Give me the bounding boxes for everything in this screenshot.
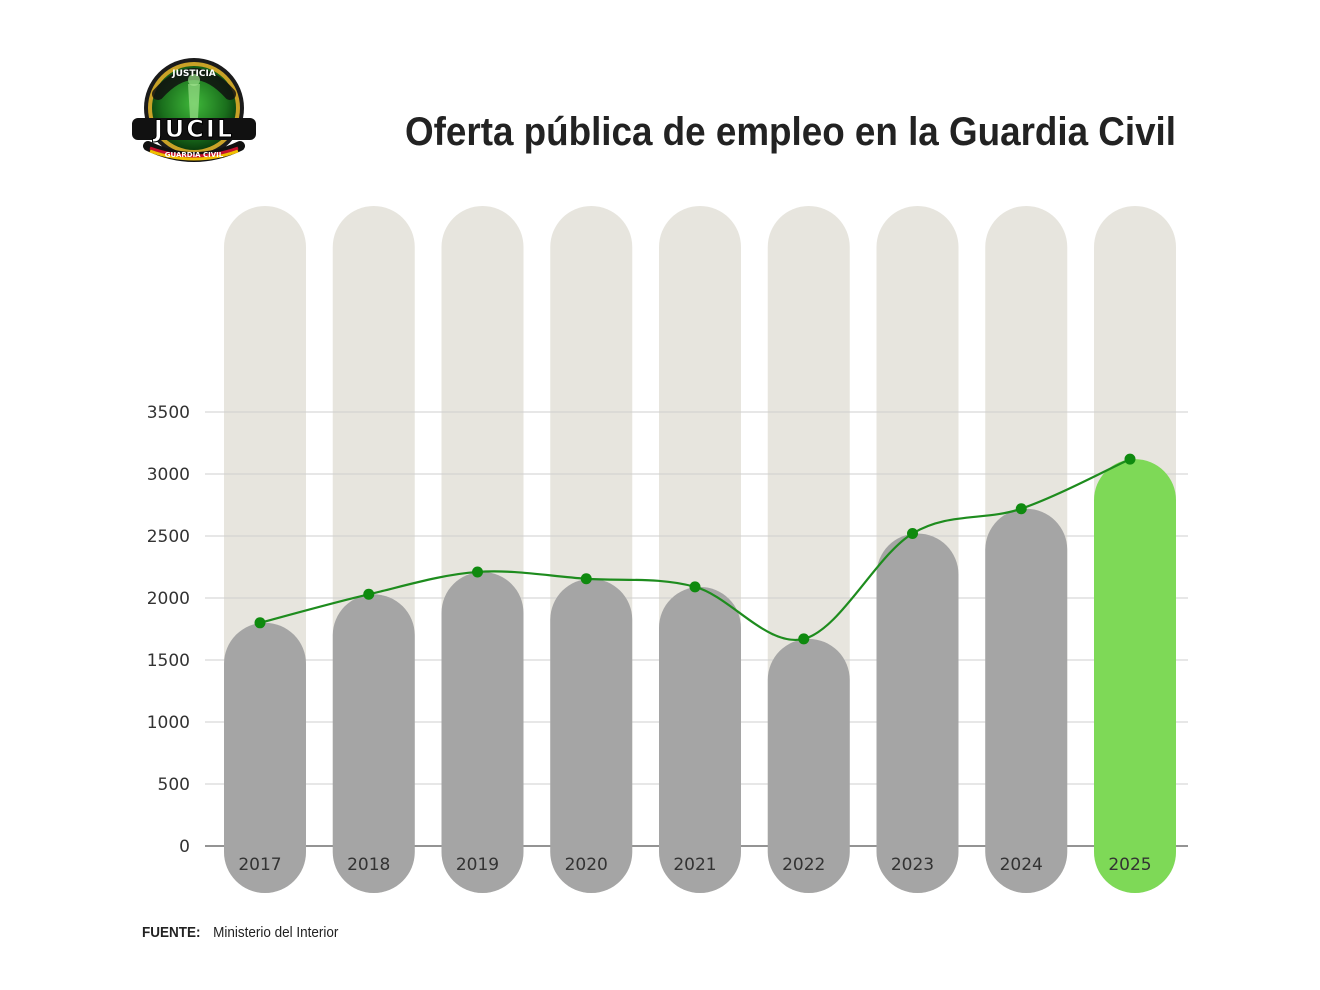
source-label: FUENTE:: [142, 924, 201, 941]
x-label-2025: 2025: [1108, 855, 1151, 875]
bar-2018: [332, 594, 415, 893]
source-note: FUENTE: Ministerio del Interior: [142, 924, 338, 941]
bar-2025: [1094, 459, 1176, 893]
x-label-2023: 2023: [891, 855, 934, 875]
bar-2020: [550, 578, 633, 893]
bar-2021: [659, 586, 741, 893]
y-tick-3500: 3500: [147, 403, 190, 423]
point-2025: [1124, 453, 1136, 465]
point-2017: [254, 617, 266, 629]
x-label-2024: 2024: [1000, 855, 1043, 875]
bar-2019: [441, 571, 524, 893]
y-tick-1500: 1500: [147, 651, 190, 671]
bars: [224, 459, 1176, 893]
bar-2017: [224, 622, 306, 893]
x-label-2022: 2022: [782, 855, 825, 875]
y-tick-500: 500: [158, 775, 190, 795]
point-2022: [798, 633, 810, 645]
x-label-2017: 2017: [238, 855, 281, 875]
y-tick-3000: 3000: [147, 465, 190, 485]
y-tick-1000: 1000: [147, 713, 190, 733]
x-label-2018: 2018: [347, 855, 390, 875]
bar-2023: [876, 533, 959, 893]
y-tick-0: 0: [179, 837, 190, 857]
source-value: Ministerio del Interior: [213, 924, 339, 941]
x-axis-labels: 2017 2018 2019 2020 2021 2022 2023 2024 2025: [238, 855, 1151, 875]
x-label-2019: 2019: [456, 855, 499, 875]
point-2020: [580, 573, 592, 585]
x-label-2020: 2020: [565, 855, 608, 875]
point-2023: [907, 528, 918, 540]
point-2021: [689, 581, 701, 593]
point-2018: [363, 588, 375, 600]
y-tick-2000: 2000: [147, 589, 190, 609]
jucil-logo: JUSTICIA JUCIL GUARDIA CIVIL: [130, 56, 260, 166]
y-axis-ticks: 0 500 1000 1500 2000 2500 3000 3500: [147, 403, 190, 857]
point-2019: [472, 566, 483, 578]
logo-main-text: JUCIL: [152, 115, 234, 143]
logo-bottom-text: GUARDIA CIVIL: [165, 151, 224, 159]
x-label-2021: 2021: [673, 855, 716, 875]
y-tick-2500: 2500: [147, 527, 190, 547]
bar-2024: [985, 508, 1068, 893]
bar-2022: [767, 638, 850, 893]
chart-title: Oferta pública de empleo en la Guardia C…: [405, 110, 1176, 154]
logo-top-text: JUSTICIA: [171, 69, 216, 79]
point-2024: [1015, 503, 1027, 515]
trend-points: [254, 453, 1136, 645]
